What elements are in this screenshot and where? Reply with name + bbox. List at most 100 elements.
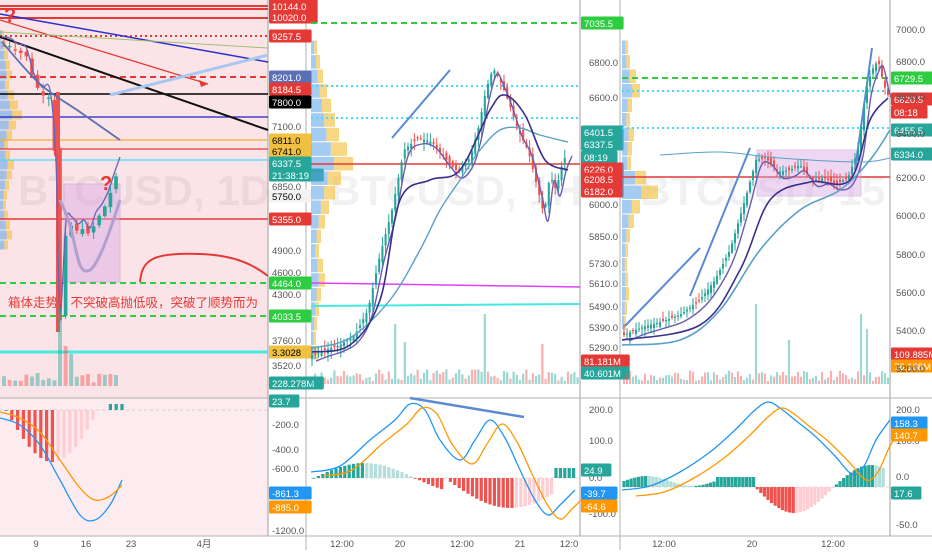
p3-macd-histogram-bar (809, 487, 813, 508)
panel3-volume-profile-bar (622, 301, 625, 315)
p3-macd-histogram-bar (878, 466, 882, 487)
p1-candle (7, 45, 12, 48)
p3-macd-tick: 0.0 (896, 472, 909, 483)
p1-volume (2, 306, 118, 386)
p1-x-tick: 23 (126, 539, 137, 550)
p3-macd-label: 158.3 (894, 419, 918, 430)
p2-volume-bar (426, 369, 429, 384)
p3-price-label: 6455.5 (894, 126, 923, 137)
panel1-volume-profile-bar (0, 180, 5, 190)
panel2-volume-profile-bar (311, 316, 315, 331)
p2-price-label-bg (581, 354, 630, 368)
p1-price-label: 4033.5 (272, 312, 301, 323)
panel2-volume-profile-bar (315, 244, 319, 258)
p1-lightblue-trendline (109, 53, 269, 97)
p3-volume-bar (775, 372, 779, 384)
panel1-volume-profile-bar (4, 210, 8, 220)
p1-price-label-bg (269, 10, 318, 24)
p1-volume-bar (69, 354, 74, 386)
p2-macd-histogram-bar (396, 470, 400, 478)
p2-volume-bar (362, 380, 365, 384)
panel2-volume-profile-bar (315, 55, 320, 69)
p2-macd-histogram-bar (426, 478, 430, 485)
p3-macd-histogram-bar (845, 475, 849, 487)
panel2-volume-profile-bar (322, 98, 331, 113)
p2-y-tick: 5850.0 (589, 232, 618, 243)
p1-macd-histogram-bar (16, 410, 20, 430)
p3-macd-histogram-bar (726, 477, 730, 487)
p2-candle (349, 338, 352, 341)
panel3-volume-profile-bar (628, 127, 634, 141)
p1-volume-bar (52, 380, 57, 386)
p1-volume-bar (35, 372, 40, 386)
p2-candle (374, 273, 378, 285)
p2-macd-histogram-bar (360, 463, 364, 478)
p1-macd-histogram-bar (50, 410, 54, 462)
p1-volume-bar (63, 346, 68, 386)
p3-macd-histogram-bar (788, 487, 792, 513)
p3-candle (848, 175, 850, 180)
p2-volume-bar (496, 377, 499, 384)
p2-candle (397, 178, 400, 196)
p2-macd-label: 24.9 (584, 466, 603, 477)
p3-candle (662, 318, 664, 321)
p3-volume-bar (862, 375, 866, 384)
p2-volume-bar (541, 344, 544, 384)
p3-volume-bar (736, 371, 740, 384)
p3-price-label-bg (891, 359, 932, 373)
panel3-volume-profile-bar (622, 55, 627, 69)
p3-candle (716, 276, 718, 284)
p1-ma-purple (1, 36, 121, 314)
p3-candle (851, 166, 853, 175)
p3-volume-bar (874, 377, 878, 384)
p3-price-label-bg (891, 92, 932, 106)
p3-candle (764, 157, 766, 159)
p1-question-mark-2: ? (100, 173, 112, 195)
p3-macd-histogram-bar (662, 478, 666, 487)
p2-macd-histogram-bar (378, 464, 382, 478)
p1-price-label: 10144.0 (272, 2, 306, 13)
panel1-volume-profile-bar (0, 110, 13, 120)
p2-macd-histogram-bar (492, 478, 496, 506)
p2-macd-label: -64.6 (584, 502, 606, 513)
p3-y-tick: 6400.0 (896, 129, 925, 140)
p1-price-label-bg (269, 189, 312, 203)
p2-macd-histogram-bar (312, 478, 316, 479)
p2-x-tick: 12:00 (330, 539, 354, 550)
p2-macd-histogram-bar (409, 476, 413, 478)
panel1-volume-profile-bar (0, 150, 6, 160)
p3-volume-bar (706, 372, 710, 384)
p3-volume-bar (739, 376, 743, 384)
p3-candle (734, 233, 736, 244)
p2-macd-histogram-bar (510, 478, 514, 508)
p3-volume-bar (823, 379, 827, 384)
p2-candle (531, 154, 534, 170)
p2-candle (461, 166, 464, 173)
p1-price-label: 5750.0 (272, 192, 301, 203)
p3-candle (701, 297, 703, 300)
panel2-volume-profile-bar (316, 287, 321, 302)
p3-trendline-up-2 (689, 147, 751, 297)
p2-candle (557, 180, 560, 189)
p2-volume-bar (566, 371, 570, 384)
p3-y-tick: 6600.0 (896, 92, 925, 103)
p2-ma-blue (311, 126, 569, 349)
panel1-volume-profile-bar (0, 80, 5, 90)
p3-candle (827, 178, 829, 180)
panel2-volume-profile-bar (311, 84, 320, 98)
p3-macd-histogram-bar (701, 484, 705, 487)
p1-ma-lavender (58, 199, 122, 273)
panel3-volume-profile-bar (626, 55, 630, 69)
p1-candle (97, 215, 102, 226)
p1-y-tick: 4600.0 (272, 268, 301, 279)
p3-volume-bar (727, 370, 731, 384)
p3-macd-label: 140.7 (894, 431, 918, 442)
p2-candle (403, 149, 406, 159)
annotation-text: 箱体走势，不突破高抛低吸，突破了顺势而为 (8, 295, 259, 310)
p3-macd-histogram-bar (626, 479, 630, 487)
p1-volume-bar (86, 374, 90, 386)
p2-macd-histogram-bar (532, 478, 536, 504)
p1-price-label: 3.3028 (272, 348, 301, 359)
p1-volume-bar (102, 374, 107, 386)
